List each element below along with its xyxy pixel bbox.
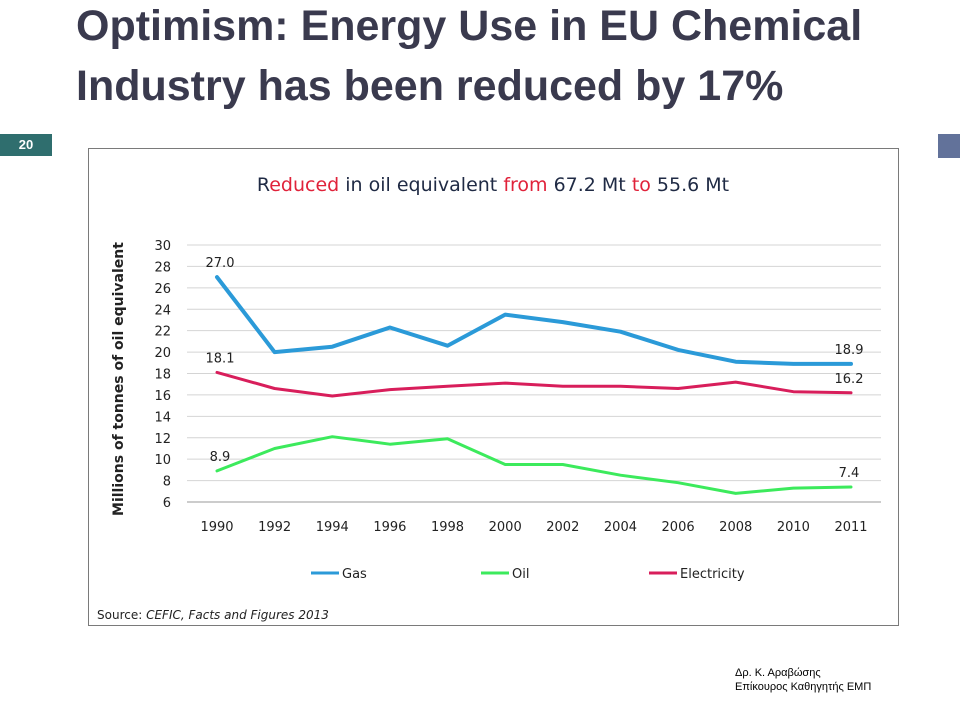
data-labels: 27.0 18.9 8.9 7.4 18.1 16.2 [206,256,864,481]
y-tick-label: 14 [154,410,171,425]
chart-title-part: 55.6 Mt [651,174,729,196]
x-tick-label: 1994 [316,520,349,535]
y-tick-label: 10 [154,453,171,468]
chart-title-part: in oil equivalent [339,174,503,196]
y-tick-label: 12 [154,432,171,447]
data-label: 16.2 [835,372,864,387]
y-tick-label: 20 [154,346,171,361]
data-label: 18.9 [835,343,864,358]
chart-panel: Reduced in oil equivalent from 67.2 Mt t… [88,148,899,626]
data-label: 27.0 [206,256,235,271]
y-tick-label: 26 [154,282,171,297]
y-tick-label: 8 [163,475,171,490]
x-tick-label: 1990 [200,520,233,535]
source-text: CEFIC, Facts and Figures 2013 [146,608,329,622]
y-tick-labels: 6 8 10 12 14 16 18 20 22 24 26 28 30 [154,239,171,511]
x-tick-label: 2008 [719,520,752,535]
x-tick-label: 2004 [604,520,637,535]
chart-title: Reduced in oil equivalent from 67.2 Mt t… [257,174,729,196]
y-tick-label: 22 [154,325,171,340]
slide-number: 20 [0,134,52,156]
slide-title: Optimism: Energy Use in EU Chemical Indu… [76,2,863,110]
chart-title-part: from [503,174,547,196]
data-label: 7.4 [839,466,860,481]
legend-label-gas: Gas [342,567,367,582]
x-tick-label: 1992 [258,520,291,535]
y-tick-label: 18 [154,368,171,383]
series-lines [215,275,853,495]
author-name: Δρ. Κ. Αραβώσης [735,667,821,679]
line-chart: Reduced in oil equivalent from 67.2 Mt t… [97,174,881,622]
legend-label-oil: Oil [512,567,529,582]
series-line-electricity [215,370,853,398]
source-label: Source: [97,608,146,622]
y-tick-label: 6 [163,496,171,511]
y-tick-label: 24 [154,303,171,318]
series-line-gas [215,275,853,366]
legend-label-electricity: Electricity [680,567,745,582]
chart-title-part: educed [269,174,339,196]
chart-title-part: 67.2 Mt [548,174,632,196]
legend: Gas Oil Electricity [311,567,745,582]
y-tick-label: 16 [154,389,171,404]
chart-title-part: to [632,174,651,196]
x-tick-label: 2002 [546,520,579,535]
author-title: Επίκουρος Καθηγητής ΕΜΠ [735,681,872,693]
gridlines [187,244,881,503]
accent-bar [938,134,960,158]
series-line-oil [215,435,853,495]
data-label: 8.9 [210,450,231,465]
x-tick-label: 2006 [662,520,695,535]
author-credit: Δρ. Κ. Αραβώσης Επίκουρος Καθηγητής ΕΜΠ [735,666,871,694]
y-axis-label: Millions of tonnes of oil equivalent [111,242,127,516]
x-tick-labels: 1990 1992 1994 1996 1998 2000 2002 2004 2006 2008… [200,520,867,535]
x-tick-label: 1996 [373,520,406,535]
data-label: 18.1 [206,351,235,366]
x-tick-label: 2011 [834,520,867,535]
y-tick-label: 28 [154,260,171,275]
source-note: Source: CEFIC, Facts and Figures 2013 [97,608,329,622]
x-tick-label: 2000 [489,520,522,535]
x-tick-label: 1998 [431,520,464,535]
chart-title-part: R [257,174,270,196]
y-tick-label: 30 [154,239,171,254]
x-tick-label: 2010 [777,520,810,535]
